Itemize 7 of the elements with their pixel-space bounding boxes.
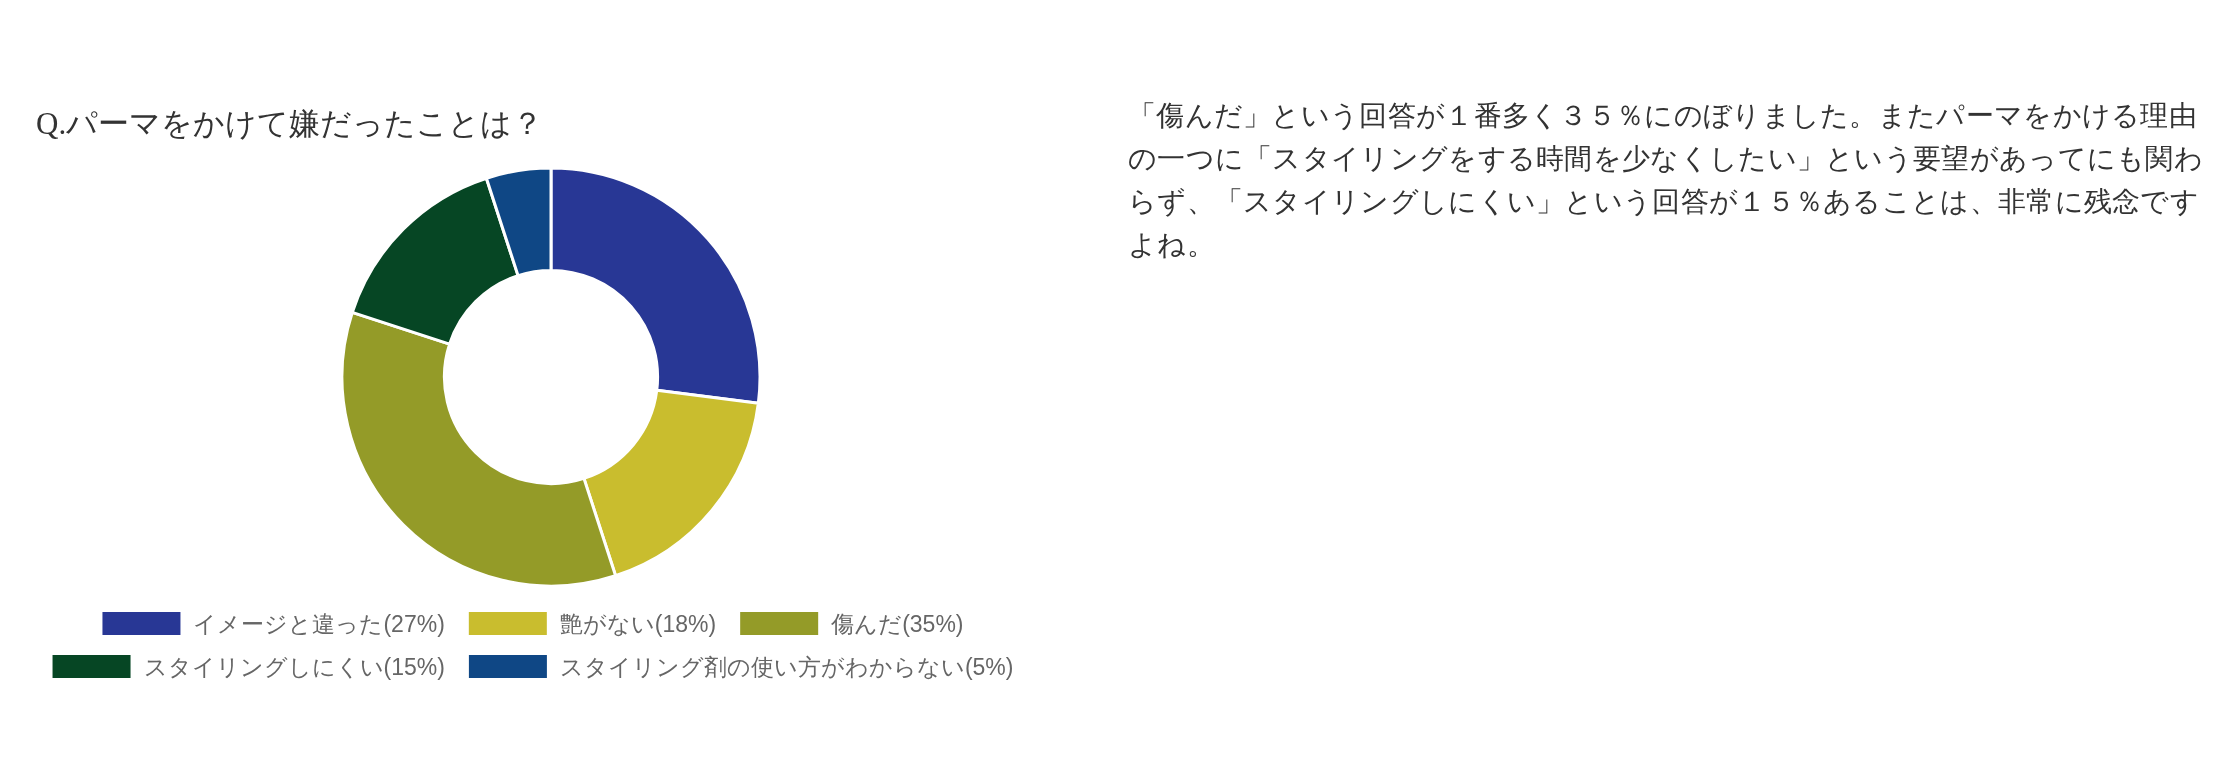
legend-label: 艶がない(18%) xyxy=(559,610,717,637)
title: Q.パーマをかけて嫌だったことは？ xyxy=(36,106,544,141)
legend-label: スタイリングしにくい(15%) xyxy=(143,653,445,680)
legend-label: スタイリング剤の使い方がわからない(5%) xyxy=(559,653,1014,680)
annotation: 「傷んだ」という回答が１番多く３５％にのぼりました。またパーマをかける理由の一つに「スタイリングをする時間を少なくしたい」という要望があってにも関わらず、「スタイリングしにくい」という回答が１５％あることは、非常に残念ですよね。 xyxy=(1128,99,2205,262)
legend-label: イメージと違った(27%) xyxy=(193,610,445,637)
legend-label: 傷んだ(35%) xyxy=(830,610,964,637)
